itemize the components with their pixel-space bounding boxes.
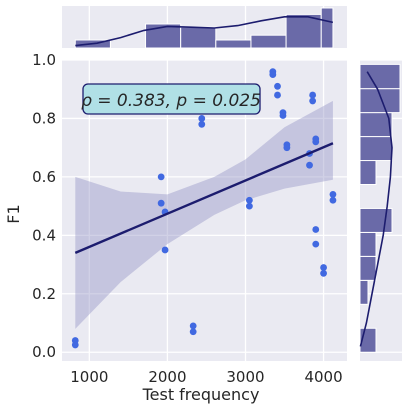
data-point [189, 322, 197, 330]
data-point [245, 196, 253, 204]
marginal-x-bar [250, 34, 287, 49]
marginal-y-bar [359, 63, 401, 90]
y-tick-label: 0.4 [32, 226, 56, 244]
y-axis-label: F1 [4, 204, 23, 223]
marginal-y-bar [359, 88, 401, 114]
y-tick-label: 0.2 [32, 285, 56, 303]
x-tick-label: 4000 [304, 368, 342, 386]
marginal-y-bar [359, 136, 393, 162]
correlation-annotation: ρ = 0.383, p = 0.025 [81, 83, 261, 115]
data-point [245, 202, 253, 210]
data-point [329, 191, 337, 198]
marginal-x-kde-curve [75, 16, 334, 47]
data-point [312, 138, 320, 146]
marginal-x-bar [285, 13, 322, 49]
x-axis-label: Test frequency [142, 385, 260, 404]
data-point [320, 264, 327, 271]
data-point [269, 71, 277, 79]
data-point [189, 328, 197, 336]
marginal-y-bar [359, 160, 377, 185]
data-point [306, 161, 313, 169]
y-tick-label: 0.0 [32, 343, 56, 361]
x-tick-label: 3000 [226, 368, 264, 386]
marginal-y-histogram [359, 59, 402, 361]
data-point [309, 97, 317, 105]
data-point [198, 120, 206, 128]
x-tick-label: 2000 [148, 368, 186, 386]
marginal-x-bar [145, 23, 182, 49]
marginal-x-bar [320, 7, 334, 49]
marginal-x-bar [180, 26, 217, 49]
data-point [157, 199, 165, 207]
main-scatter-plot: 1000 2000 3000 4000 0.0 0.2 0.4 0.6 0.8 1.0 ρ = … [4, 51, 347, 404]
data-point [309, 91, 317, 99]
marginal-y-bar [359, 207, 393, 233]
data-point [283, 144, 291, 152]
data-point [312, 226, 320, 233]
data-point [329, 196, 337, 204]
data-point [71, 341, 79, 349]
data-point [279, 112, 287, 119]
data-point [157, 173, 165, 181]
y-tick-label: 0.8 [32, 109, 56, 127]
annotation-box [82, 83, 261, 115]
marginal-y-bar [359, 255, 377, 281]
marginal-y-bar [359, 231, 377, 257]
data-point [274, 82, 281, 90]
data-point [320, 269, 327, 277]
marginal-y-kde-curve [359, 71, 393, 347]
annotation-text: ρ = 0.383, p = 0.025 [81, 91, 261, 111]
y-tick-label: 0.6 [32, 168, 56, 186]
x-tick-label: 1000 [70, 368, 108, 386]
confidence-band [75, 100, 333, 329]
regression-line [74, 142, 334, 254]
data-point [198, 115, 206, 122]
marginal-y-bar [359, 279, 369, 305]
data-point [274, 91, 281, 99]
data-point [161, 246, 169, 254]
data-point [312, 240, 320, 248]
marginal-x-histogram [62, 6, 347, 49]
marginal-x-bar [215, 39, 252, 49]
y-tick-label: 1.0 [32, 51, 56, 69]
